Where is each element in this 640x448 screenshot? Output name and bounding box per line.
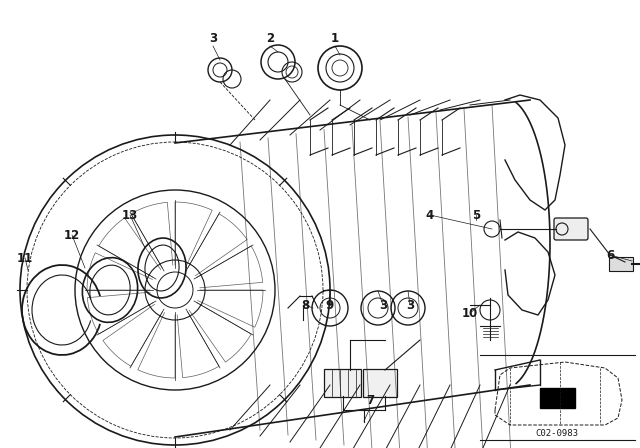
Text: 9: 9 — [326, 298, 334, 311]
Text: 3: 3 — [379, 298, 387, 311]
Text: 7: 7 — [366, 393, 374, 406]
Text: 1: 1 — [331, 31, 339, 44]
Text: 13: 13 — [122, 208, 138, 221]
Text: 3: 3 — [406, 298, 414, 311]
FancyBboxPatch shape — [324, 369, 361, 397]
Text: 11: 11 — [17, 251, 33, 264]
Text: 3: 3 — [209, 31, 217, 44]
FancyBboxPatch shape — [609, 257, 633, 271]
Text: 6: 6 — [606, 249, 614, 262]
Text: 8: 8 — [301, 298, 309, 311]
FancyBboxPatch shape — [554, 218, 588, 240]
FancyBboxPatch shape — [363, 369, 397, 397]
Text: 5: 5 — [472, 208, 480, 221]
FancyBboxPatch shape — [540, 388, 575, 408]
Text: C02-0983: C02-0983 — [536, 428, 579, 438]
Text: 2: 2 — [266, 31, 274, 44]
Text: 12: 12 — [64, 228, 80, 241]
Text: 10: 10 — [462, 306, 478, 319]
Text: 4: 4 — [426, 208, 434, 221]
